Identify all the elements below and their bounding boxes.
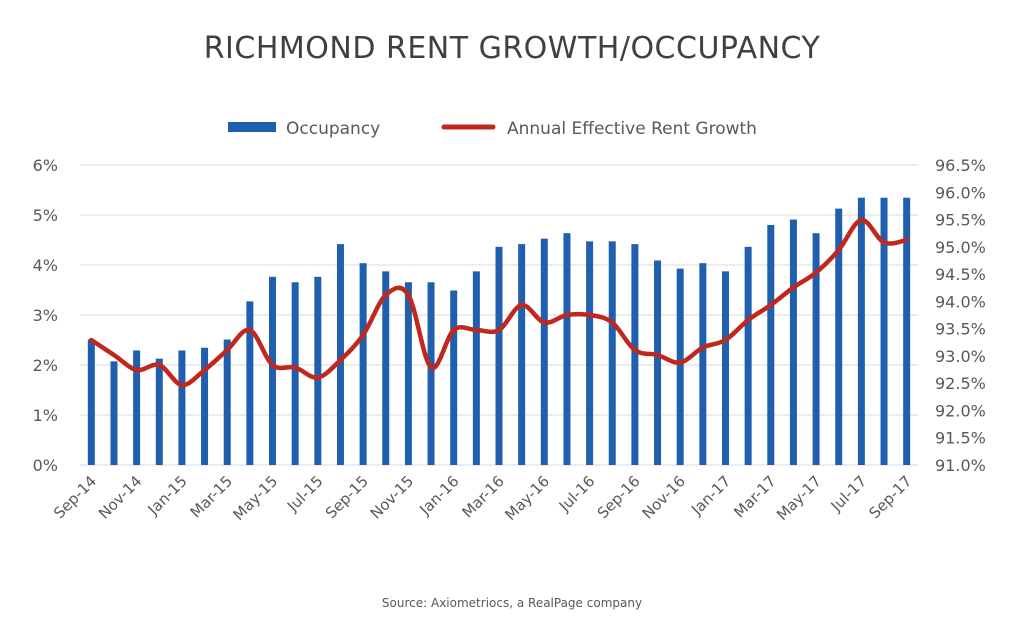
occupancy-bar <box>654 260 662 465</box>
right-tick-label: 94.5% <box>935 265 986 284</box>
x-tick-label: Jul-15 <box>283 472 327 516</box>
occupancy-bar <box>857 197 865 465</box>
right-tick-label: 96.5% <box>935 156 986 175</box>
x-tick-label: Jul-16 <box>555 472 599 516</box>
x-tick-label: Sep-16 <box>594 472 644 522</box>
legend: Occupancy Annual Effective Rent Growth <box>228 119 757 139</box>
right-tick-label: 94.0% <box>935 292 986 311</box>
occupancy-bar <box>87 339 95 465</box>
x-tick-label: Mar-15 <box>187 472 236 521</box>
occupancy-bar <box>201 347 209 465</box>
x-tick-label: May-16 <box>501 472 553 524</box>
occupancy-bar <box>133 350 141 465</box>
occupancy-bar <box>518 244 526 465</box>
x-tick-label: Nov-14 <box>95 472 145 522</box>
x-tick-label: Jan-16 <box>415 472 462 519</box>
left-tick-label: 4% <box>33 256 58 275</box>
occupancy-bar <box>427 282 435 465</box>
occupancy-bar <box>246 301 254 465</box>
occupancy-bar <box>382 271 390 465</box>
x-tick-label: Jan-15 <box>144 472 191 519</box>
x-tick-label: May-15 <box>230 472 282 524</box>
occupancy-bar <box>359 263 367 465</box>
occupancy-bar <box>223 339 231 465</box>
right-tick-label: 91.0% <box>935 456 986 475</box>
occupancy-bar <box>314 276 322 465</box>
x-tick-label: Jan-17 <box>687 472 734 519</box>
occupancy-bar <box>880 197 888 465</box>
left-tick-label: 5% <box>33 206 58 225</box>
occupancy-bar <box>699 263 707 465</box>
occupancy-bar <box>110 361 118 465</box>
occupancy-bar <box>155 358 163 465</box>
right-tick-label: 95.0% <box>935 238 986 257</box>
right-tick-label: 95.5% <box>935 211 986 230</box>
occupancy-bars <box>87 197 911 466</box>
occupancy-bar <box>563 233 571 465</box>
occupancy-bar <box>721 271 729 465</box>
left-tick-label: 0% <box>33 456 58 475</box>
legend-rent-growth-label: Annual Effective Rent Growth <box>507 119 757 139</box>
right-tick-label: 91.5% <box>935 429 986 448</box>
chart-title: RICHMOND RENT GROWTH/OCCUPANCY <box>204 31 821 66</box>
right-tick-label: 93.0% <box>935 347 986 366</box>
occupancy-bar <box>472 271 480 465</box>
occupancy-bar <box>178 350 186 465</box>
right-axis-ticks: 91.0% 91.5% 92.0% 92.5% 93.0% 93.5% 94.0% 94.5%… <box>935 156 986 475</box>
occupancy-bar <box>744 246 752 465</box>
occupancy-bar <box>540 238 548 465</box>
occupancy-bar <box>812 233 820 465</box>
left-tick-label: 6% <box>33 156 58 175</box>
occupancy-bar <box>835 208 843 466</box>
left-axis-ticks: 0% 1% 2% 3% 4% 5% 6% <box>33 156 58 475</box>
x-tick-label: Nov-15 <box>367 472 417 522</box>
occupancy-bar <box>336 244 344 465</box>
right-tick-label: 96.0% <box>935 183 986 202</box>
x-tick-label: Mar-17 <box>730 472 779 521</box>
occupancy-bar <box>631 244 639 465</box>
occupancy-bar <box>450 290 458 465</box>
left-tick-label: 3% <box>33 306 58 325</box>
x-tick-label: Sep-17 <box>865 472 915 522</box>
occupancy-bar <box>586 241 594 465</box>
x-tick-label: Mar-16 <box>458 472 507 521</box>
occupancy-bar <box>608 241 616 465</box>
right-tick-label: 93.5% <box>935 320 986 339</box>
left-tick-label: 2% <box>33 356 58 375</box>
occupancy-bar <box>903 197 911 465</box>
legend-occupancy-label: Occupancy <box>286 119 380 139</box>
occupancy-bar <box>269 276 277 465</box>
occupancy-bar <box>789 219 797 465</box>
occupancy-bar <box>291 282 299 465</box>
x-tick-label: Sep-14 <box>50 472 100 522</box>
x-tick-label: Sep-15 <box>322 472 372 522</box>
x-tick-label: Jul-17 <box>827 472 871 516</box>
left-tick-label: 1% <box>33 406 58 425</box>
source-note: Source: Axiometriocs, a RealPage company <box>382 596 642 610</box>
x-tick-label: May-17 <box>773 472 825 524</box>
rent-growth-line <box>89 217 909 388</box>
right-tick-label: 92.5% <box>935 374 986 393</box>
occupancy-bar <box>495 246 503 465</box>
legend-occupancy-swatch <box>228 122 276 132</box>
x-tick-label: Nov-16 <box>639 472 689 522</box>
occupancy-bar <box>404 282 412 465</box>
occupancy-bar <box>767 225 775 465</box>
occupancy-bar <box>676 268 684 465</box>
right-tick-label: 92.0% <box>935 401 986 420</box>
